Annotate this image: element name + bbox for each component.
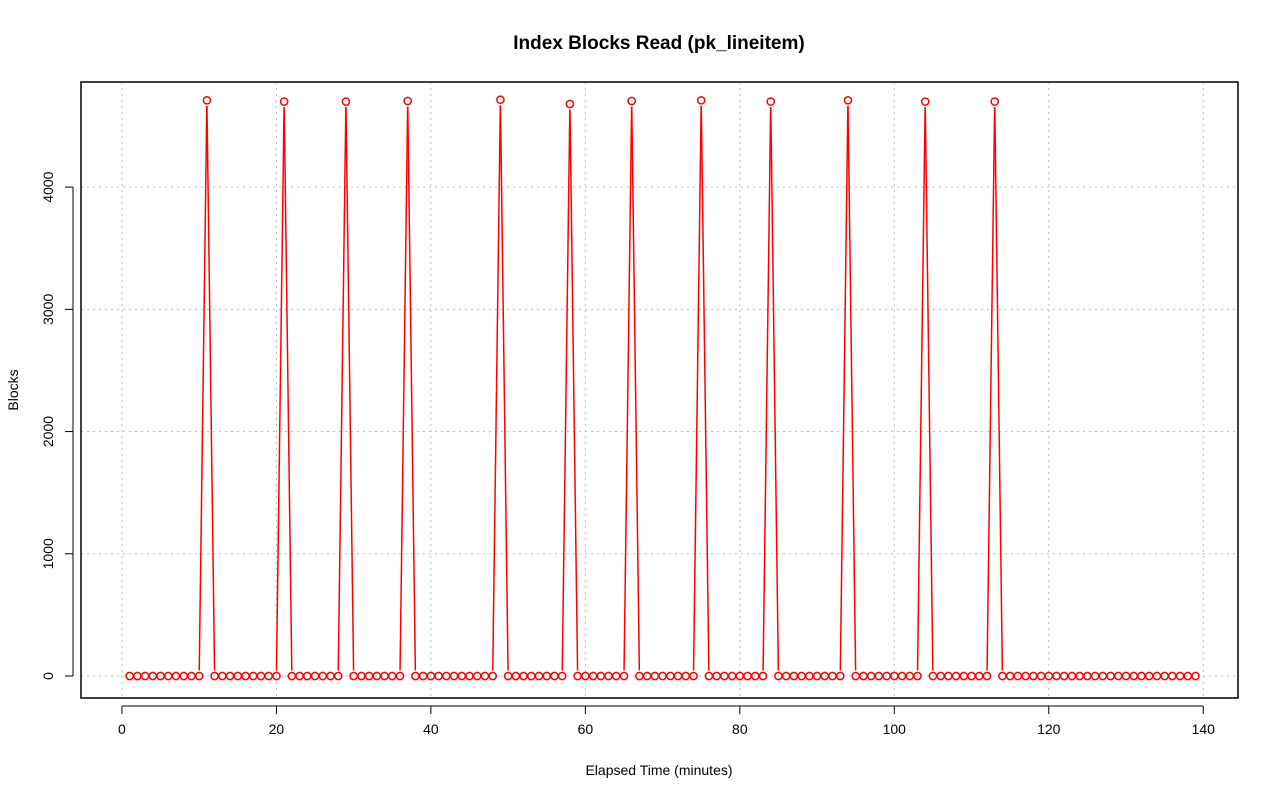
data-point xyxy=(241,671,250,681)
data-point xyxy=(696,95,706,105)
x-tick-label: 40 xyxy=(423,721,439,737)
y-tick-label: 0 xyxy=(40,672,56,680)
data-point xyxy=(256,671,266,681)
data-point xyxy=(835,671,845,681)
y-tick-label: 2000 xyxy=(40,416,56,447)
data-point xyxy=(333,671,343,681)
series-line-segment xyxy=(847,105,857,671)
x-axis-label: Elapsed Time (minutes) xyxy=(585,762,732,778)
x-tick-label: 80 xyxy=(732,721,748,737)
data-point xyxy=(627,96,637,106)
series-line-segment xyxy=(206,105,216,671)
data-point xyxy=(148,671,158,681)
data-point xyxy=(920,97,930,106)
series-line-segment xyxy=(337,107,347,671)
data-point xyxy=(588,671,598,681)
data-point xyxy=(928,671,938,681)
grid-lines xyxy=(81,82,1238,698)
data-point xyxy=(658,671,667,681)
data-point xyxy=(689,671,698,681)
series-line-segment xyxy=(839,105,849,671)
data-point xyxy=(843,95,853,105)
series-line-segment xyxy=(924,107,934,671)
data-point xyxy=(557,671,567,681)
data-point xyxy=(534,671,544,681)
data-point xyxy=(804,671,814,681)
series-line-segment xyxy=(916,107,926,671)
y-tick-label: 4000 xyxy=(40,171,56,202)
data-point xyxy=(874,671,884,681)
data-point xyxy=(279,97,289,106)
y-axis-label: Blocks xyxy=(5,369,21,410)
series-line-segment xyxy=(198,105,208,671)
series-line-segment xyxy=(770,107,780,671)
data-point xyxy=(496,95,505,105)
x-tick-label: 100 xyxy=(883,721,907,737)
y-axis: 0 1000 2000 3000 4000 xyxy=(40,171,74,680)
data-point xyxy=(982,671,992,681)
data-point xyxy=(187,671,196,681)
data-point xyxy=(913,671,922,681)
data-point xyxy=(341,97,351,106)
series-line-segment xyxy=(499,105,509,671)
series-line-segment xyxy=(275,107,285,671)
data-point xyxy=(820,671,830,681)
series-line-segment xyxy=(986,107,996,671)
data-point xyxy=(272,671,281,681)
series-line-segment xyxy=(345,107,355,671)
data-point xyxy=(194,671,204,681)
data-point xyxy=(488,671,498,681)
y-tick-label: 3000 xyxy=(40,294,56,325)
series-line-segment xyxy=(692,105,702,671)
series-line-segment xyxy=(399,106,409,671)
plot-frame xyxy=(80,81,1239,699)
series-line-segment xyxy=(631,106,641,671)
x-tick-label: 120 xyxy=(1037,721,1061,737)
x-axis: 0 20 40 60 80 100 120 140 xyxy=(118,705,1216,737)
data-point xyxy=(990,97,1000,106)
series-line-segment xyxy=(283,107,293,671)
series-line-segment xyxy=(623,106,633,671)
data-point xyxy=(395,671,405,681)
series-line-segment xyxy=(700,105,710,671)
series-line-segment xyxy=(994,107,1004,671)
data-point xyxy=(712,671,722,681)
data-point xyxy=(758,671,768,681)
data-point xyxy=(766,97,776,106)
chart-title: Index Blocks Read (pk_lineitem) xyxy=(513,33,804,54)
data-point xyxy=(619,671,629,681)
x-tick-label: 140 xyxy=(1192,721,1216,737)
x-tick-label: 60 xyxy=(578,721,594,737)
series-line-segment xyxy=(561,109,571,671)
series-line-segment xyxy=(491,105,502,671)
series-blocks xyxy=(125,95,1200,681)
series-line-segment xyxy=(569,109,579,671)
data-point xyxy=(750,671,760,681)
data-point xyxy=(604,671,613,681)
y-tick-label: 1000 xyxy=(40,538,56,569)
data-point xyxy=(642,671,652,681)
series-line-segment xyxy=(407,106,417,671)
data-point xyxy=(403,96,413,106)
data-point xyxy=(565,99,575,109)
x-tick-label: 20 xyxy=(269,721,285,737)
data-point xyxy=(859,671,868,681)
data-point xyxy=(1191,671,1200,681)
series-line-segment xyxy=(762,107,772,671)
data-point xyxy=(133,671,142,681)
data-point xyxy=(202,95,212,105)
x-tick-label: 0 xyxy=(118,721,126,737)
